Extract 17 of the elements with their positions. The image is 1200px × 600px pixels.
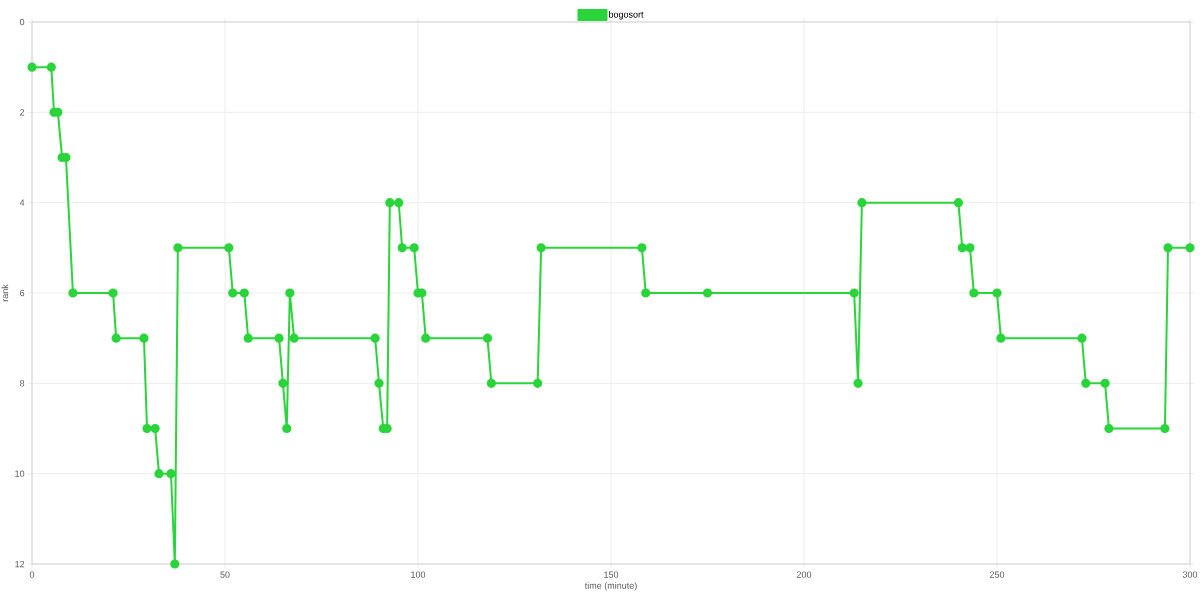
- y-tick-label: 4: [19, 199, 25, 206]
- x-tick-label: 300: [1182, 571, 1198, 578]
- x-tick-label: 200: [796, 571, 812, 578]
- x-tick-label: 50: [220, 571, 230, 578]
- x-tick-label: 100: [411, 571, 426, 578]
- y-tick-label: 12: [15, 560, 25, 568]
- x-tick-label: 150: [604, 571, 619, 578]
- x-tick-label: 0: [29, 571, 35, 578]
- y-tick-label: 2: [20, 109, 25, 116]
- x-tick-label: 250: [989, 571, 1005, 578]
- y-tick-label: 8: [19, 380, 25, 387]
- y-axis-title: rank: [1, 284, 9, 302]
- text: bogosort: [609, 11, 644, 20]
- x-axis-title: time (minute): [584, 582, 637, 591]
- y-tick-label: 6: [20, 289, 25, 297]
- y-tick-label: 10: [15, 470, 25, 477]
- y-tick-label: 0: [19, 18, 25, 26]
